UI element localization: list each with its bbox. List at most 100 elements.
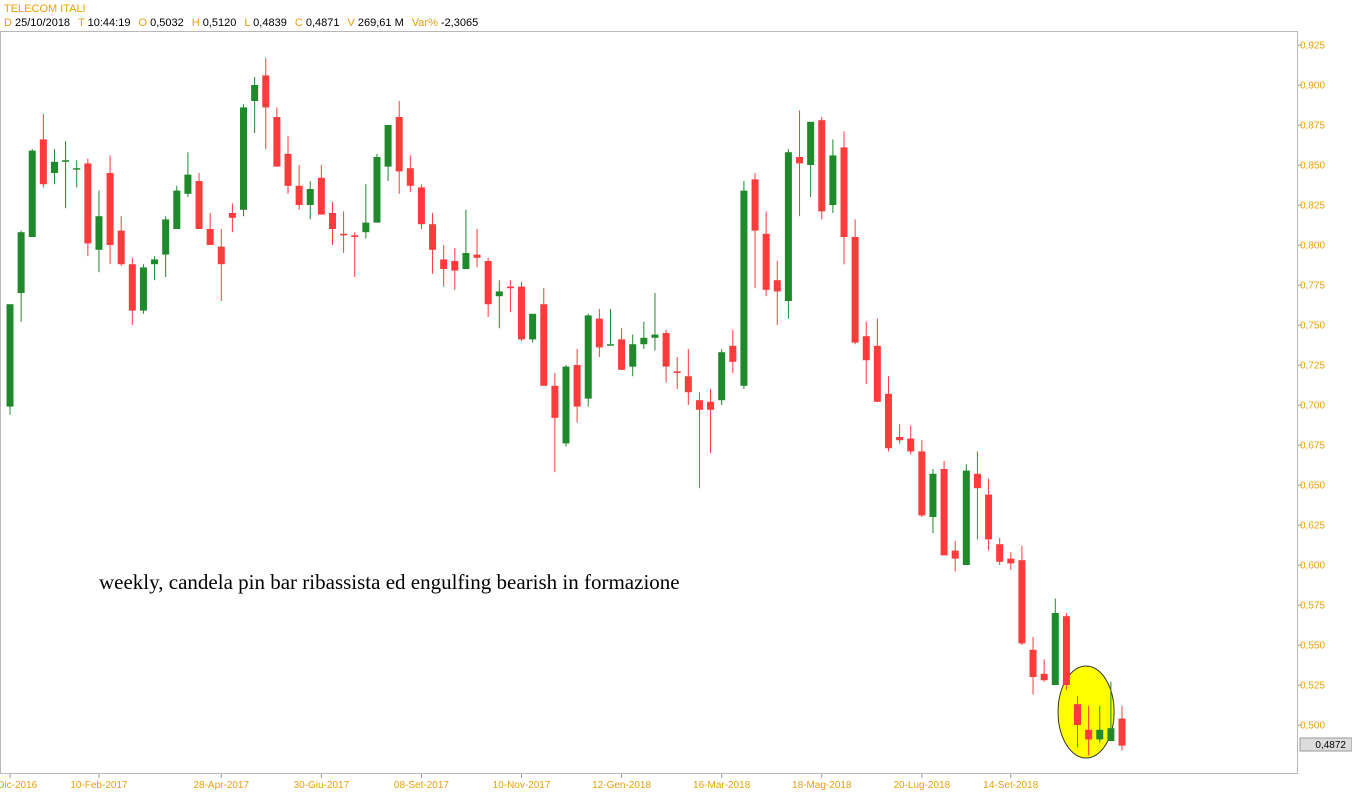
y-tick-label: 0,825 [1300, 201, 1325, 212]
candle [17, 230, 25, 322]
candle [495, 280, 503, 329]
candle [529, 313, 537, 343]
candle-body-bearish [39, 139, 47, 185]
candle-body-bearish [284, 153, 292, 186]
candle-body-bearish [106, 173, 114, 245]
header-field-key: T [78, 17, 88, 29]
candle [662, 329, 670, 383]
candle [618, 328, 626, 370]
x-tick-label: 10-Nov-2017 [493, 780, 551, 791]
x-tick-label: 08-Set-2017 [394, 780, 449, 791]
y-tick-label: 0,875 [1300, 121, 1325, 132]
candle-body-bearish [673, 371, 681, 373]
candle [429, 213, 437, 274]
candle-body-bearish [1085, 729, 1093, 740]
y-axis: 0,925 0,900 0,875 0,850 0,825 0,800 0,775 0,750… [1298, 41, 1325, 732]
candle [251, 77, 259, 133]
y-tick-label: 0,600 [1300, 561, 1325, 572]
candle-body-bearish [1029, 649, 1037, 677]
candle [640, 321, 648, 349]
candle [73, 160, 81, 188]
candle-body-bearish [228, 213, 236, 218]
candle [340, 211, 348, 253]
candle [784, 149, 792, 319]
candle [473, 229, 481, 268]
candle-body-bullish [462, 253, 470, 269]
candle-body-bearish [695, 400, 703, 410]
candle [417, 184, 425, 229]
candle-body-bearish [417, 187, 425, 225]
candle-body-bearish [618, 339, 626, 370]
candle-body-bullish [384, 125, 392, 167]
candle-body-bearish [573, 365, 581, 407]
candle-body-bullish [584, 315, 592, 399]
y-tick-label: 0,850 [1300, 161, 1325, 172]
candle [962, 464, 970, 565]
candle [773, 261, 781, 325]
candle [406, 155, 414, 193]
candle-body-bearish [684, 376, 692, 393]
candle-body-bearish [1040, 673, 1048, 681]
y-tick-label: 0,575 [1300, 601, 1325, 612]
candle [1074, 696, 1082, 748]
candle [284, 136, 292, 194]
candle [540, 288, 548, 386]
candle-body-bullish [95, 216, 103, 250]
candle [907, 425, 915, 455]
candle [518, 281, 526, 341]
y-tick-label: 0,675 [1300, 441, 1325, 452]
candle-body-bearish [506, 286, 514, 289]
candle-body-bullish [784, 152, 792, 301]
header-field-value: -2,3065 [441, 17, 478, 29]
candle [884, 376, 892, 452]
candle [996, 537, 1004, 565]
candle-body-bullish [62, 160, 70, 162]
candle [317, 165, 325, 215]
candle [351, 232, 359, 277]
candle [940, 461, 948, 556]
candle [228, 203, 236, 233]
candle [762, 211, 770, 297]
candle-body-bearish [595, 318, 603, 348]
candle [173, 185, 181, 229]
y-tick-label: 0,800 [1300, 241, 1325, 252]
header-field-value: 0,4839 [253, 17, 287, 29]
candle-body-bullish [73, 168, 81, 170]
candle [1107, 681, 1115, 741]
candle [862, 321, 870, 385]
header-field-key: L [244, 17, 253, 29]
plot-area [0, 31, 1298, 774]
chart-annotation: weekly, candela pin bar ribassista ed en… [99, 570, 680, 594]
candle [573, 349, 581, 423]
x-tick-label: 30-Giu-2017 [294, 780, 350, 791]
candle [206, 213, 214, 245]
candle [451, 248, 459, 290]
candle [162, 216, 170, 277]
candle-body-bullish [306, 189, 314, 205]
candle-body-bearish [440, 259, 448, 269]
candle-body-bullish [529, 313, 537, 340]
header-field-value: 25/10/2018 [15, 17, 70, 29]
candle-body-bearish [851, 237, 859, 343]
candle [395, 101, 403, 194]
candle [873, 318, 881, 402]
header-fields: D 25/10/2018 T 10:44:19 O 0,5032 H 0,5120 L … [4, 17, 478, 29]
candle [1007, 552, 1015, 570]
candle [28, 149, 36, 237]
candle-body-bearish [473, 254, 481, 258]
candle-body-bullish [173, 190, 181, 229]
candle-body-bearish [317, 177, 325, 215]
header-field-key: O [138, 17, 150, 29]
candle [673, 357, 681, 389]
candle [1085, 705, 1093, 756]
candle [6, 304, 14, 415]
header-field-value: 0,4871 [306, 17, 340, 29]
x-tick-label: 28-Apr-2017 [193, 780, 249, 791]
candle [796, 110, 804, 217]
candle-body-bearish [406, 168, 414, 186]
x-tick-label: 12-Gen-2018 [592, 780, 651, 791]
candle [562, 365, 570, 447]
candle-body-bearish [873, 345, 881, 402]
candle [440, 245, 448, 287]
candle-body-bearish [117, 230, 125, 265]
